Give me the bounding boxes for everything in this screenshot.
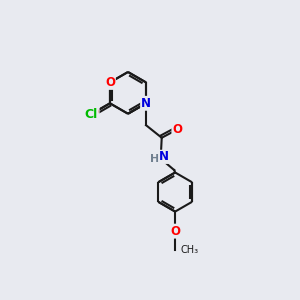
Text: N: N (141, 97, 151, 110)
Text: O: O (170, 225, 180, 238)
Text: Cl: Cl (84, 108, 97, 121)
Text: O: O (105, 76, 115, 89)
Text: H: H (150, 154, 159, 164)
Text: O: O (172, 123, 182, 136)
Text: CH₃: CH₃ (181, 245, 199, 255)
Text: N: N (159, 150, 169, 164)
Text: O: O (88, 106, 99, 119)
